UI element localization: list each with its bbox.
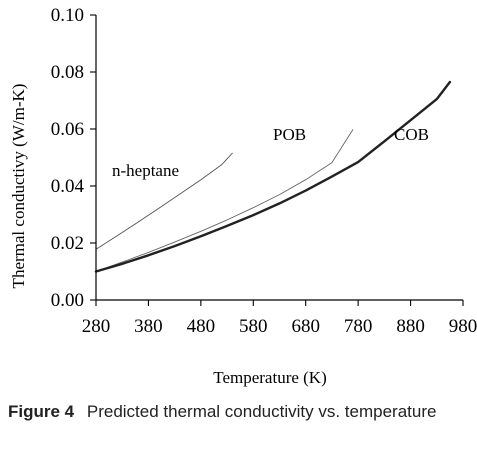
series-label-pob: POB (273, 125, 306, 144)
y-tick-label: 0.04 (51, 176, 85, 197)
y-tick-label: 0.08 (51, 62, 84, 83)
y-tick-label: 0.10 (51, 5, 84, 26)
x-tick-label: 380 (134, 316, 163, 337)
series-line-pob (95, 129, 354, 272)
y-tick-label: 0.06 (51, 119, 84, 140)
x-axis-label: Temperature (K) (213, 368, 327, 387)
x-tick-label: 580 (239, 316, 268, 337)
series-label-cob: COB (394, 125, 429, 144)
ticks-layer: 0.00 0.02 0.04 0.06 0.08 0.10 280 380 480 580 680 7… (51, 5, 477, 337)
x-tick-label: 480 (187, 316, 216, 337)
x-tick-label: 680 (291, 316, 320, 337)
y-tick-label: 0.00 (51, 290, 84, 311)
figure-caption-label: Figure 4 (8, 402, 75, 421)
y-axis-label: Thermal conductivy (W/m-K) (9, 84, 28, 289)
x-tick-label: 780 (344, 316, 373, 337)
series-line-n-heptane (95, 152, 233, 250)
series-layer (94, 80, 452, 273)
figure-caption: Figure 4 Predicted thermal conductivity … (8, 400, 473, 424)
axes-layer (95, 15, 463, 301)
series-line-cob (94, 80, 452, 273)
figure-caption-text: Predicted thermal conductivity vs. tempe… (86, 402, 437, 421)
y-tick-label: 0.02 (51, 233, 84, 254)
x-tick-label: 880 (396, 316, 425, 337)
x-tick-label: 980 (449, 316, 477, 337)
x-tick-label: 280 (82, 316, 111, 337)
series-label-n-heptane: n-heptane (112, 161, 179, 180)
